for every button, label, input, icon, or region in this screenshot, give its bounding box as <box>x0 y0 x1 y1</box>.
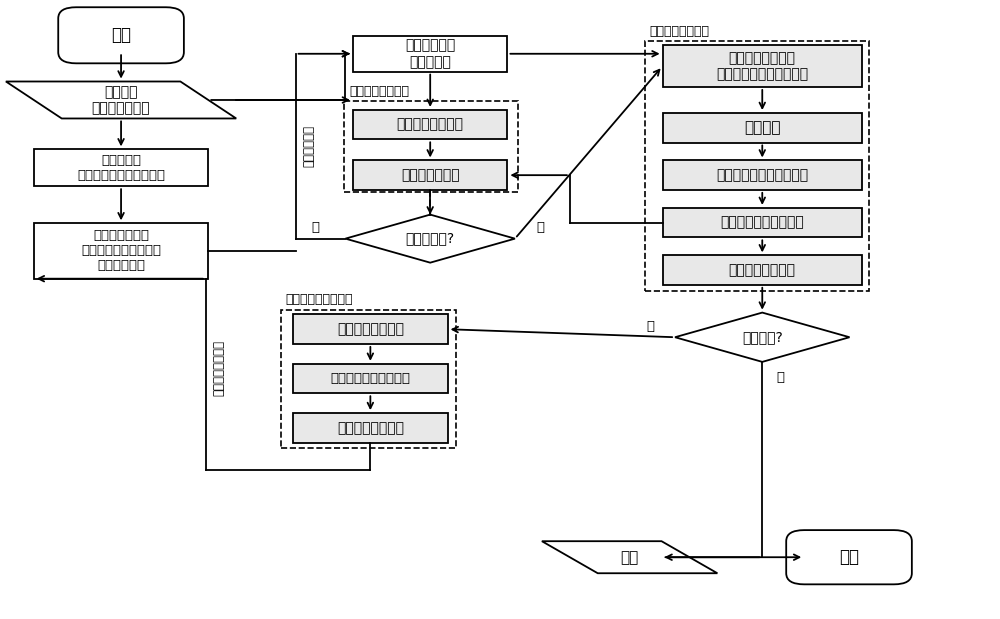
Bar <box>663 208 862 238</box>
Text: 边界条件处理
（虚网格）: 边界条件处理 （虚网格） <box>405 38 455 69</box>
Text: 开始: 开始 <box>111 26 131 45</box>
Text: 数据读入
（网格、条件）: 数据读入 （网格、条件） <box>92 85 150 115</box>
Bar <box>353 36 507 72</box>
Text: 估计残差的粘性项: 估计残差的粘性项 <box>397 118 464 132</box>
Bar <box>34 149 208 186</box>
Bar <box>353 110 507 139</box>
Text: 流场初始化
（根据来流或给定初场）: 流场初始化 （根据来流或给定初场） <box>77 154 165 182</box>
Polygon shape <box>542 541 717 573</box>
Text: 否: 否 <box>646 319 654 332</box>
Bar <box>34 223 208 279</box>
Text: 粘性动态域内执行: 粘性动态域内执行 <box>349 85 409 98</box>
Text: 重新分配存储空间: 重新分配存储空间 <box>729 263 796 277</box>
Polygon shape <box>345 215 515 262</box>
Text: 是: 是 <box>536 221 544 234</box>
Text: 增大粘性动态域: 增大粘性动态域 <box>401 168 460 182</box>
Text: 时间积分: 时间积分 <box>744 120 781 135</box>
Polygon shape <box>6 82 236 118</box>
Text: 估计残差的无粘项
（包括双时间步法源项）: 估计残差的无粘项 （包括双时间步法源项） <box>716 51 808 81</box>
Text: 缩小非定常动态域: 缩小非定常动态域 <box>337 322 404 336</box>
Bar <box>663 45 862 87</box>
Text: 增大非定常、对流动态域: 增大非定常、对流动态域 <box>716 168 808 182</box>
Text: 结束: 结束 <box>839 548 859 566</box>
Text: 是: 是 <box>776 371 784 384</box>
Text: 下一个物理时间步: 下一个物理时间步 <box>212 340 225 396</box>
Text: 对流动态域内执行: 对流动态域内执行 <box>650 25 710 38</box>
FancyBboxPatch shape <box>58 7 184 63</box>
Bar <box>293 413 448 443</box>
Text: 重新分配存储空间: 重新分配存储空间 <box>337 421 404 435</box>
Text: 重置对流、粘性动态域: 重置对流、粘性动态域 <box>330 372 410 385</box>
Bar <box>293 314 448 344</box>
Text: 非定常动态域内执行: 非定常动态域内执行 <box>286 293 353 306</box>
Bar <box>663 255 862 285</box>
Text: 下一个迭代步: 下一个迭代步 <box>302 125 315 167</box>
Text: 内迭代收敛?: 内迭代收敛? <box>406 232 455 246</box>
Bar <box>353 160 507 190</box>
Bar <box>281 310 456 448</box>
Text: 缩小对流、粘性动态域: 缩小对流、粘性动态域 <box>720 215 804 230</box>
Bar <box>663 160 862 190</box>
Bar <box>645 41 869 291</box>
Bar <box>344 102 518 193</box>
Text: 建立动态计算域
（包括非定常、对流、
粘性动态域）: 建立动态计算域 （包括非定常、对流、 粘性动态域） <box>81 230 161 272</box>
Polygon shape <box>675 313 850 362</box>
Text: 否: 否 <box>312 221 320 234</box>
Text: 计算完成?: 计算完成? <box>742 330 783 344</box>
FancyBboxPatch shape <box>786 530 912 584</box>
Bar <box>663 113 862 142</box>
Text: 输出: 输出 <box>621 550 639 565</box>
Bar <box>293 364 448 393</box>
